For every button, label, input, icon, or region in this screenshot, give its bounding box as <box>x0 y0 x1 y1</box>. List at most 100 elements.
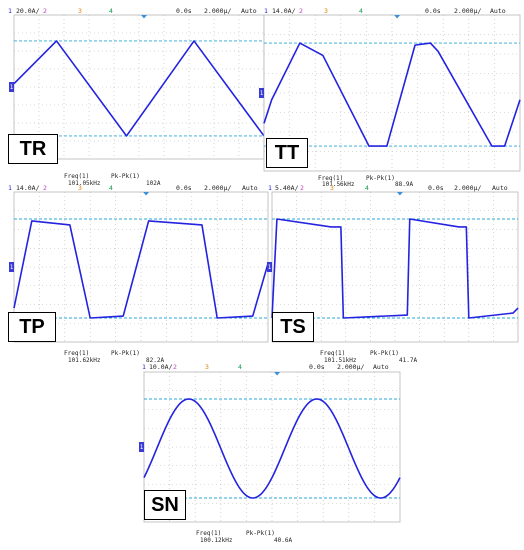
ch3-label: 3 <box>78 184 82 192</box>
trigger-mode: Auto <box>490 7 506 15</box>
position-readout: 0.0s <box>176 184 192 192</box>
ch2-label: 2 <box>300 184 304 192</box>
pkpk-label: Pk-Pk(1) <box>370 350 399 357</box>
scope-panel-tr: 1 20.0A/ 2 3 4 0.0s 2.000µ/ Auto 1 Freq(… <box>6 4 265 187</box>
waveform-trace <box>143 398 401 499</box>
ch2-label: 2 <box>173 363 177 371</box>
waveform-tag: TS <box>272 312 314 342</box>
ch3-label: 3 <box>205 363 209 371</box>
trigger-mode: Auto <box>373 363 389 371</box>
channel-1-marker <box>9 262 14 272</box>
header-bar: 1 14.0A/ 2 3 4 0.0s 2.000µ/ Auto <box>264 7 506 15</box>
ch1-scale: 14.0A/ <box>272 7 296 15</box>
trigger-mode: Auto <box>242 184 258 192</box>
ch4-label: 4 <box>109 184 113 192</box>
freq-value: 101.56kHz <box>322 181 355 188</box>
ch1-scale: 14.0A/ <box>16 184 40 192</box>
position-readout: 0.0s <box>309 363 325 371</box>
channel-1-marker-label: 1 <box>260 90 264 97</box>
freq-label: Freq(1) <box>318 175 343 182</box>
pkpk-label: Pk-Pk(1) <box>366 175 395 182</box>
scope-panel-tt: 1 14.0A/ 2 3 4 0.0s 2.000µ/ Auto 1 Freq(… <box>259 4 521 188</box>
timebase-readout: 2.000µ/ <box>454 184 481 192</box>
waveform-tag: TR <box>8 134 58 164</box>
ch4-label: 4 <box>359 7 363 15</box>
freq-label: Freq(1) <box>64 173 89 180</box>
trigger-marker <box>394 15 401 19</box>
ch1-scale: 5.40A/ <box>275 184 299 192</box>
pkpk-label: Pk-Pk(1) <box>246 530 275 537</box>
ch2-label: 2 <box>43 7 47 15</box>
pkpk-value: 102A <box>146 180 161 187</box>
pkpk-value: 40.6A <box>274 537 292 544</box>
channel-1-marker <box>9 82 14 92</box>
channel-1-marker-label: 1 <box>10 264 14 271</box>
freq-value: 100.12kHz <box>200 537 233 544</box>
ch3-label: 3 <box>78 7 82 15</box>
ch1-label: 1 <box>8 7 12 15</box>
timebase-readout: 2.000µ/ <box>204 7 231 15</box>
position-readout: 0.0s <box>176 7 192 15</box>
channel-1-marker <box>259 88 264 98</box>
waveform-trace <box>13 220 269 319</box>
ch1-label: 1 <box>8 184 12 192</box>
ch1-scale: 10.0A/ <box>149 363 173 371</box>
channel-1-marker <box>139 442 144 452</box>
trigger-marker <box>396 192 403 196</box>
ch4-label: 4 <box>365 184 369 192</box>
measurement-bar: Freq(1) Pk-Pk(1) 100.12kHz 40.6A <box>196 530 292 544</box>
freq-label: Freq(1) <box>64 350 89 357</box>
freq-value: 101.62kHz <box>68 357 101 364</box>
position-readout: 0.0s <box>425 7 441 15</box>
waveform-tag: TP <box>8 312 56 342</box>
header-bar: 1 20.0A/ 2 3 4 0.0s 2.000µ/ Auto <box>8 7 257 15</box>
measurement-bar: Freq(1) Pk-Pk(1) 101.05kHz 102A <box>64 173 161 187</box>
pkpk-value: 88.9A <box>395 181 413 188</box>
scope-panel-tp: 1 14.0A/ 2 3 4 0.0s 2.000µ/ Auto 1 Freq(… <box>6 184 269 366</box>
freq-value: 101.51kHz <box>324 357 357 364</box>
freq-label: Freq(1) <box>196 530 221 537</box>
measurement-bar: Freq(1) Pk-Pk(1) 101.62kHz 82.2A <box>64 350 164 364</box>
ch3-label: 3 <box>324 7 328 15</box>
waveform-trace <box>13 40 265 137</box>
header-bar: 1 5.40A/ 2 3 4 0.0s 2.000µ/ Auto <box>268 184 508 192</box>
channel-1-marker <box>267 262 272 272</box>
waveform-tag: SN <box>144 490 186 520</box>
timebase-readout: 2.000µ/ <box>204 184 231 192</box>
header-bar: 1 10.0A/ 2 3 4 0.0s 2.000µ/ Auto <box>142 363 389 371</box>
trigger-marker <box>141 15 147 19</box>
measurement-bar: Freq(1) Pk-Pk(1) 101.56kHz 88.9A <box>318 175 413 188</box>
trigger-mode: Auto <box>241 7 257 15</box>
scope-screen-sn: 1 10.0A/ 2 3 4 0.0s 2.000µ/ Auto 1 Freq(… <box>139 363 401 544</box>
timebase-readout: 2.000µ/ <box>454 7 481 15</box>
pkpk-label: Pk-Pk(1) <box>111 173 140 180</box>
ch4-label: 4 <box>109 7 113 15</box>
ch1-label: 1 <box>264 7 268 15</box>
measurement-bar: Freq(1) Pk-Pk(1) 101.51kHz 41.7A <box>320 350 417 364</box>
ch1-label: 1 <box>142 363 146 371</box>
channel-1-marker-label: 1 <box>140 444 144 451</box>
plot-area: 1 <box>139 371 401 523</box>
scope-panel-ts: 1 5.40A/ 2 3 4 0.0s 2.000µ/ Auto 1 Freq(… <box>267 184 520 366</box>
ch1-label: 1 <box>268 184 272 192</box>
pkpk-value: 82.2A <box>146 357 164 364</box>
channel-1-marker-label: 1 <box>10 84 14 91</box>
position-readout: 0.0s <box>428 184 444 192</box>
ch4-label: 4 <box>238 363 242 371</box>
ch3-label: 3 <box>330 184 334 192</box>
header-bar: 1 14.0A/ 2 3 4 0.0s 2.000µ/ Auto <box>8 184 258 192</box>
waveform-trace <box>271 218 519 319</box>
ch2-label: 2 <box>299 7 303 15</box>
freq-label: Freq(1) <box>320 350 345 357</box>
trigger-marker <box>274 372 281 376</box>
channel-1-marker-label: 1 <box>268 264 272 271</box>
trigger-mode: Auto <box>492 184 508 192</box>
pkpk-value: 41.7A <box>399 357 417 364</box>
ch2-label: 2 <box>43 184 47 192</box>
waveform-trace <box>263 42 521 147</box>
waveform-tag: TT <box>266 138 308 168</box>
trigger-marker <box>143 192 150 196</box>
timebase-readout: 2.000µ/ <box>337 363 364 371</box>
scope-panel-sn: 1 10.0A/ 2 3 4 0.0s 2.000µ/ Auto 1 Freq(… <box>139 362 401 547</box>
pkpk-label: Pk-Pk(1) <box>111 350 140 357</box>
